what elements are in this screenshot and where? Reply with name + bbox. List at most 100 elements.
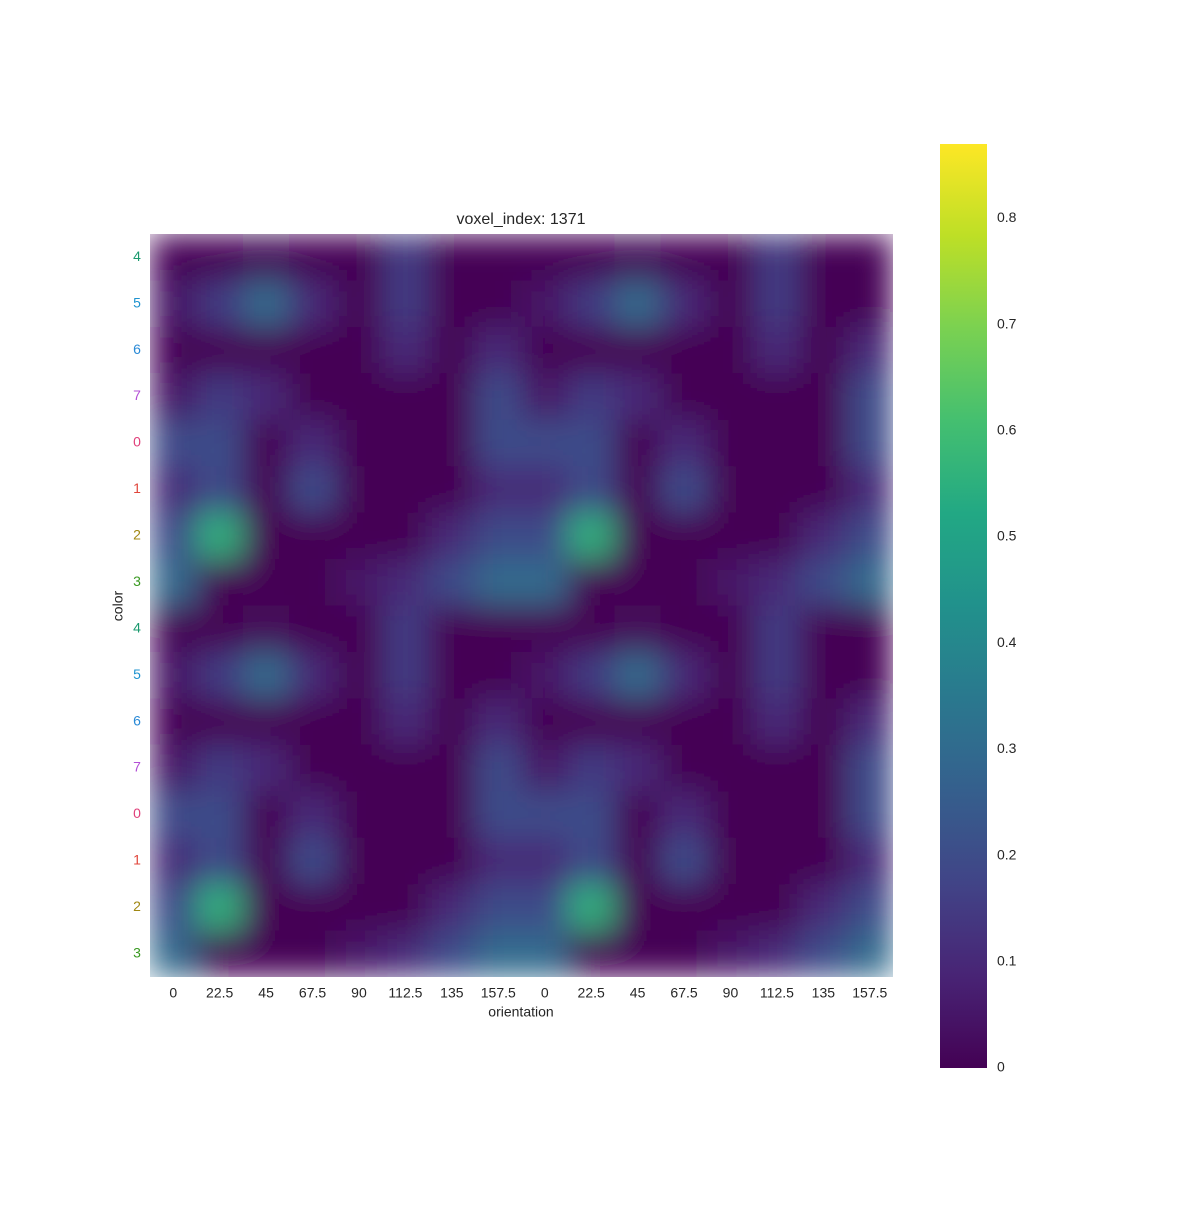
heatmap-cell <box>753 837 801 885</box>
heatmap-cell <box>150 744 197 792</box>
heatmap-cell <box>475 326 522 374</box>
heatmap-cell <box>475 419 522 467</box>
heatmap-cell <box>289 466 337 514</box>
heatmap-cell <box>800 326 848 374</box>
heatmap-cell <box>428 466 476 514</box>
heatmap-cell <box>521 373 569 421</box>
heatmap-cell <box>382 234 430 281</box>
heatmap-cell <box>289 559 337 606</box>
heatmap-cell <box>150 326 197 374</box>
colorbar-tick-label: 0.3 <box>997 740 1017 756</box>
heatmap-cell <box>521 837 569 885</box>
heatmap-cell <box>753 512 801 560</box>
heatmap-cell <box>567 791 615 839</box>
heatmap-cell <box>521 234 569 281</box>
heatmap-cell <box>150 512 197 560</box>
heatmap-cell <box>428 791 476 839</box>
colorbar <box>940 144 987 1068</box>
heatmap-cell <box>196 744 244 792</box>
heatmap-cell <box>614 512 662 560</box>
heatmap-cell <box>660 698 708 746</box>
heatmap-cell <box>196 234 244 281</box>
heatmap-cell <box>753 698 801 746</box>
heatmap-cell <box>846 837 893 885</box>
x-tick-label: 45 <box>258 985 274 1001</box>
heatmap-cell <box>150 605 197 653</box>
heatmap-cell <box>753 419 801 467</box>
heatmap-cell <box>521 466 569 514</box>
y-tick-label: 1 <box>133 852 141 868</box>
heatmap-cell <box>382 930 430 977</box>
heatmap-cell <box>150 698 197 746</box>
heatmap-cell <box>150 651 197 699</box>
heatmap-cell <box>335 744 383 792</box>
heatmap-cell <box>660 234 708 281</box>
heatmap-cell <box>521 930 569 977</box>
heatmap-cell <box>567 930 615 977</box>
y-tick-label: 3 <box>133 944 141 960</box>
heatmap-cell <box>196 651 244 699</box>
colorbar-tick-label: 0.5 <box>997 528 1017 544</box>
heatmap-cell <box>382 280 430 328</box>
y-tick-label: 5 <box>133 666 141 682</box>
heatmap-cell <box>289 605 337 653</box>
heatmap-cell <box>335 930 383 977</box>
heatmap-cell <box>567 419 615 467</box>
heatmap-cell <box>335 326 383 374</box>
heatmap-cell <box>475 466 522 514</box>
heatmap-cell <box>707 559 755 606</box>
heatmap-cell <box>707 744 755 792</box>
heatmap-cell <box>335 884 383 932</box>
heatmap-cell <box>707 326 755 374</box>
heatmap-cell <box>289 373 337 421</box>
heatmap-cell <box>475 791 522 839</box>
heatmap-cell <box>800 791 848 839</box>
heatmap-cell <box>567 512 615 560</box>
heatmap-cell <box>382 651 430 699</box>
heatmap-cell <box>614 280 662 328</box>
heatmap-cell <box>707 884 755 932</box>
heatmap-cell <box>567 326 615 374</box>
heatmap-cell <box>289 744 337 792</box>
heatmap-cell <box>846 605 893 653</box>
heatmap-cell <box>242 326 290 374</box>
heatmap-cell <box>846 744 893 792</box>
heatmap-cell <box>753 326 801 374</box>
heatmap-cell <box>242 512 290 560</box>
x-tick-label: 112.5 <box>388 985 422 1001</box>
heatmap-cell <box>335 419 383 467</box>
heatmap-cell <box>846 373 893 421</box>
heatmap-cell <box>196 791 244 839</box>
heatmap-cell <box>846 234 893 281</box>
heatmap-cell <box>753 466 801 514</box>
heatmap-cell <box>753 744 801 792</box>
heatmap-cell <box>289 280 337 328</box>
heatmap-cell <box>382 791 430 839</box>
heatmap-cell <box>846 419 893 467</box>
heatmap-cell <box>846 930 893 977</box>
heatmap-cell <box>846 326 893 374</box>
heatmap-cell <box>614 884 662 932</box>
heatmap-cell <box>289 326 337 374</box>
heatmap-cell <box>335 559 383 606</box>
y-tick-label: 0 <box>133 805 141 821</box>
heatmap-cell <box>567 466 615 514</box>
heatmap-cell <box>753 373 801 421</box>
heatmap-cell <box>475 373 522 421</box>
heatmap-cell <box>800 698 848 746</box>
heatmap-cell <box>382 559 430 606</box>
heatmap-cell <box>753 280 801 328</box>
heatmap-cell <box>846 559 893 606</box>
heatmap-cell <box>660 791 708 839</box>
heatmap-cell <box>196 512 244 560</box>
heatmap-cell <box>150 559 197 606</box>
heatmap-cell <box>242 744 290 792</box>
heatmap-cell <box>428 605 476 653</box>
heatmap-cell <box>335 280 383 328</box>
heatmap-cell <box>567 605 615 653</box>
heatmap-cell <box>800 605 848 653</box>
y-tick-label: 6 <box>133 341 141 357</box>
heatmap-cell <box>707 419 755 467</box>
heatmap-cell <box>660 605 708 653</box>
